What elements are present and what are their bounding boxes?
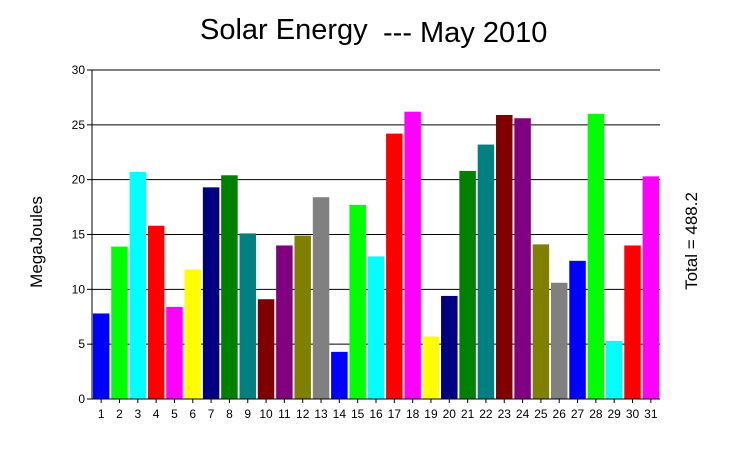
bar-day-8 [221, 175, 238, 399]
bar-day-12 [294, 235, 311, 399]
x-tick-label: 13 [314, 407, 328, 421]
y-tick-label: 5 [78, 337, 85, 351]
x-tick-label: 20 [443, 407, 457, 421]
x-tick-label: 18 [406, 407, 420, 421]
bar-day-26 [550, 282, 568, 399]
x-tick-label: 8 [226, 407, 233, 421]
total-label: Total = 488.2 [682, 192, 701, 290]
x-tick-label: 23 [498, 407, 512, 421]
bars [92, 111, 660, 400]
bar-day-25 [532, 244, 550, 399]
x-tick-label: 10 [259, 407, 273, 421]
bar-day-4 [147, 225, 165, 399]
bar-day-13 [312, 197, 330, 399]
y-tick-labels: 0 5 10 15 20 25 30 [72, 63, 86, 406]
bar-day-11 [276, 245, 293, 399]
chart-subtitle: --- May 2010 [383, 17, 547, 49]
y-tick-label: 0 [78, 392, 85, 406]
x-tick-label: 4 [153, 407, 160, 421]
bar-day-29 [605, 340, 623, 399]
bar-day-23 [496, 114, 513, 400]
bar-day-30 [624, 245, 641, 399]
y-tick-label: 15 [72, 228, 86, 242]
x-tick-label: 12 [296, 407, 310, 421]
bar-day-2 [111, 246, 128, 399]
y-tick-label: 30 [72, 63, 86, 77]
bar-day-14 [331, 351, 348, 399]
bar-day-22 [477, 144, 495, 399]
chart-title: Solar Energy [200, 14, 368, 46]
bar-day-15 [349, 204, 366, 399]
x-tick-label: 30 [626, 407, 640, 421]
x-tick-label: 16 [369, 407, 383, 421]
bar-day-28 [587, 113, 605, 399]
bar-day-1 [92, 313, 110, 399]
bar-day-17 [386, 133, 403, 399]
x-tick-label: 9 [244, 407, 251, 421]
x-tick-label: 11 [278, 407, 291, 421]
x-tick-label: 19 [424, 407, 438, 421]
x-tick-label: 14 [333, 407, 347, 421]
bar-day-5 [166, 306, 183, 399]
x-tick-label: 6 [189, 407, 196, 421]
x-tick-label: 26 [553, 407, 567, 421]
x-tick-label: 17 [388, 407, 402, 421]
bar-day-16 [367, 256, 385, 399]
bar-day-7 [202, 187, 220, 399]
x-tick-label: 27 [571, 407, 585, 421]
x-tick-label: 24 [516, 407, 530, 421]
bar-day-27 [569, 260, 586, 399]
x-tick-labels: 1 2 3 4 5 6 7 8 9 10 11 12 13 14 15 16 17 18 19 20 21 22 23 24 2… [98, 407, 658, 421]
x-tick-label: 7 [208, 407, 215, 421]
bar-day-18 [404, 111, 421, 399]
x-tick-label: 22 [479, 407, 493, 421]
bar-day-10 [257, 299, 275, 399]
x-tick-label: 2 [116, 407, 123, 421]
bar-day-20 [441, 295, 458, 399]
bar-day-9 [239, 233, 256, 399]
x-tick-label: 15 [351, 407, 365, 421]
x-tick-label: 31 [644, 407, 658, 421]
x-tick-label: 29 [608, 407, 622, 421]
y-tick-label: 10 [72, 282, 86, 296]
bar-day-21 [459, 170, 476, 399]
bar-day-3 [129, 171, 147, 399]
x-tick-label: 21 [461, 407, 475, 421]
x-tick-label: 1 [98, 407, 105, 421]
axes [87, 69, 660, 403]
x-tick-label: 5 [171, 407, 178, 421]
x-tick-label: 3 [134, 407, 141, 421]
y-tick-label: 20 [72, 173, 86, 187]
x-tick-label: 28 [589, 407, 603, 421]
bar-day-31 [642, 176, 660, 399]
y-axis-label: MegaJoules [27, 196, 46, 288]
bar-day-24 [514, 118, 531, 400]
bar-day-19 [422, 336, 440, 399]
x-tick-label: 25 [534, 407, 548, 421]
y-tick-label: 25 [72, 118, 86, 132]
bar-day-6 [184, 269, 202, 399]
